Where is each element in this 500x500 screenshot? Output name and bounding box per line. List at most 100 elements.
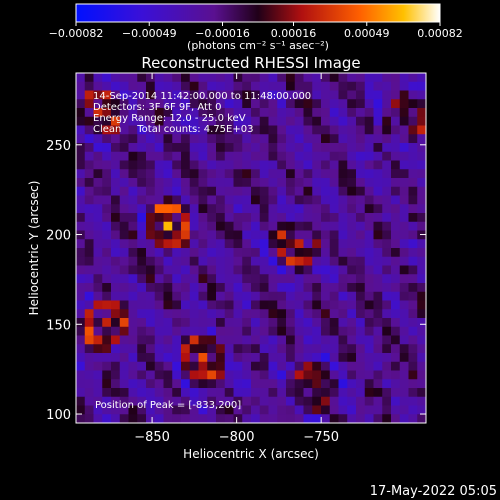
heatmap-cell: [294, 178, 304, 188]
heatmap-cell: [286, 388, 296, 398]
heatmap-cell: [84, 239, 94, 249]
heatmap-cell: [329, 353, 339, 363]
heatmap-cell: [119, 274, 129, 284]
heatmap-cell: [216, 256, 226, 266]
heatmap-cell: [216, 108, 226, 118]
heatmap-cell: [207, 90, 217, 100]
heatmap-cell: [347, 99, 357, 109]
heatmap-cell: [224, 99, 234, 109]
heatmap-cell: [391, 370, 401, 380]
heatmap-cell: [102, 213, 112, 223]
y-tick-label: 100: [46, 408, 71, 423]
heatmap-cell: [207, 239, 217, 249]
heatmap-cell: [181, 344, 191, 354]
heatmap-cell: [146, 309, 156, 319]
heatmap-cell: [399, 396, 409, 406]
heatmap-cell: [321, 204, 331, 214]
heatmap-cell: [111, 318, 121, 328]
heatmap-cell: [303, 108, 313, 118]
heatmap-cell: [93, 361, 103, 371]
heatmap-cell: [277, 160, 287, 170]
heatmap-cell: [417, 204, 426, 214]
heatmap-cell: [399, 178, 409, 188]
heatmap-cell: [181, 300, 191, 310]
heatmap-cell: [119, 335, 129, 345]
heatmap-cell: [373, 134, 383, 144]
heatmap-cell: [268, 300, 278, 310]
heatmap-cell: [294, 151, 304, 161]
heatmap-cell: [408, 370, 418, 380]
heatmap-cell: [277, 396, 287, 406]
heatmap-cell: [224, 396, 234, 406]
heatmap-cell: [198, 283, 208, 293]
heatmap-cell: [189, 125, 199, 135]
colorbar-tick-label: 0.00049: [344, 27, 390, 40]
heatmap-cell: [391, 353, 401, 363]
heatmap-cell: [137, 73, 147, 83]
heatmap-cell: [382, 81, 392, 91]
heatmap-cell: [102, 169, 112, 179]
heatmap-cell: [251, 204, 261, 214]
heatmap-cell: [146, 169, 156, 179]
heatmap-cell: [347, 291, 357, 301]
colorbar-unit-label: (photons cm⁻² s⁻¹ asec⁻²): [187, 39, 329, 52]
heatmap-cell: [329, 195, 339, 205]
heatmap-cell: [364, 265, 374, 275]
heatmap-cell: [84, 151, 94, 161]
heatmap-cell: [146, 361, 156, 371]
heatmap-cell: [391, 361, 401, 371]
heatmap-cell: [391, 73, 401, 83]
heatmap-cell: [172, 248, 182, 258]
heatmap-cell: [364, 379, 374, 389]
heatmap-cell: [172, 291, 182, 301]
heatmap-cell: [364, 195, 374, 205]
heatmap-cell: [417, 318, 426, 328]
heatmap-cell: [356, 326, 366, 336]
heatmap-cell: [321, 213, 331, 223]
heatmap-cell: [417, 116, 426, 126]
heatmap-cell: [382, 318, 392, 328]
heatmap-cell: [329, 414, 339, 423]
heatmap-cell: [356, 379, 366, 389]
heatmap-cell: [242, 265, 252, 275]
heatmap-cell: [321, 405, 331, 415]
heatmap-cell: [391, 414, 401, 423]
heatmap-cell: [338, 370, 348, 380]
heatmap-cell: [137, 178, 147, 188]
chart-title: Reconstructed RHESSI Image: [141, 54, 360, 72]
heatmap-cell: [329, 248, 339, 258]
heatmap-cell: [321, 99, 331, 109]
heatmap-cell: [321, 160, 331, 170]
heatmap-cell: [391, 256, 401, 266]
heatmap-cell: [137, 405, 147, 415]
heatmap-cell: [198, 213, 208, 223]
heatmap-cell: [277, 108, 287, 118]
heatmap-cell: [128, 309, 138, 319]
heatmap-cells: [76, 73, 426, 423]
heatmap-cell: [408, 379, 418, 389]
heatmap-cell: [338, 326, 348, 336]
heatmap-cell: [399, 405, 409, 415]
heatmap-cell: [277, 256, 287, 266]
heatmap-cell: [233, 239, 243, 249]
heatmap-cell: [259, 405, 269, 415]
heatmap-cell: [303, 291, 313, 301]
heatmap-cell: [329, 239, 339, 249]
heatmap-cell: [356, 213, 366, 223]
heatmap-cell: [119, 379, 129, 389]
heatmap-cell: [329, 326, 339, 336]
heatmap-cell: [224, 318, 234, 328]
heatmap-cell: [321, 283, 331, 293]
heatmap-cell: [382, 221, 392, 231]
heatmap-cell: [373, 221, 383, 231]
heatmap-cell: [294, 335, 304, 345]
heatmap-cell: [347, 318, 357, 328]
heatmap-cell: [356, 405, 366, 415]
heatmap-cell: [207, 116, 217, 126]
heatmap-cell: [216, 160, 226, 170]
colorbar: [75, 3, 441, 23]
heatmap-cell: [391, 335, 401, 345]
heatmap-cell: [84, 309, 94, 319]
heatmap-cell: [181, 248, 191, 258]
heatmap-cell: [277, 195, 287, 205]
